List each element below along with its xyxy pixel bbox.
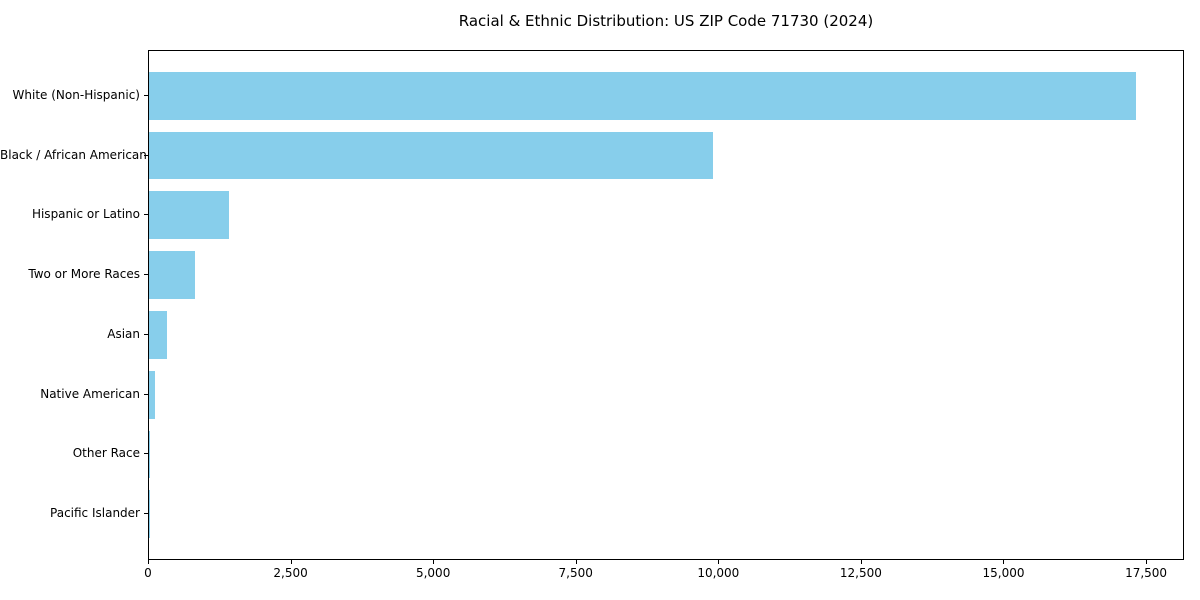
bar [149,310,168,359]
y-tick-mark [144,393,148,395]
x-tick-label: 15,000 [982,566,1025,580]
y-tick-label: Two or More Races [28,267,140,282]
x-tick-mark [860,560,862,564]
y-tick-label: Pacific Islander [50,506,140,521]
y-tick-mark [144,513,148,515]
x-tick-mark [575,560,577,564]
y-tick-mark [144,214,148,216]
x-tick-mark [290,560,292,564]
y-tick-mark [144,94,148,96]
x-tick-label: 17,500 [1125,566,1168,580]
y-tick-mark [144,154,148,156]
y-tick-label: Hispanic or Latino [31,207,140,222]
x-tick-mark [718,560,720,564]
bar [149,430,150,479]
x-tick-mark [1146,560,1148,564]
bar [149,71,1136,120]
bar [149,191,229,240]
y-tick-mark [144,274,148,276]
y-tick-mark [144,453,148,455]
x-tick-mark [1003,560,1005,564]
y-tick-label: Native American [40,386,140,401]
chart-title: Racial & Ethnic Distribution: US ZIP Cod… [458,12,874,30]
x-tick-mark [433,560,435,564]
y-tick-label: Asian [107,326,140,341]
bar [149,131,714,180]
x-tick-label: 10,000 [697,566,740,580]
x-tick-label: 2,500 [273,566,308,580]
y-tick-label: Black / African American [0,147,147,162]
y-tick-label: White (Non-Hispanic) [12,87,140,102]
y-tick-mark [144,333,148,335]
x-tick-label: 7,500 [558,566,593,580]
x-tick-mark [148,560,149,564]
bar [149,251,196,299]
x-tick-label: 5,000 [415,566,451,580]
y-tick-label: Other Race [72,446,140,461]
x-tick-label: 12,500 [839,566,882,580]
x-tick-label: 0 [144,566,152,580]
bar [149,370,156,419]
plot-area [148,50,1184,560]
